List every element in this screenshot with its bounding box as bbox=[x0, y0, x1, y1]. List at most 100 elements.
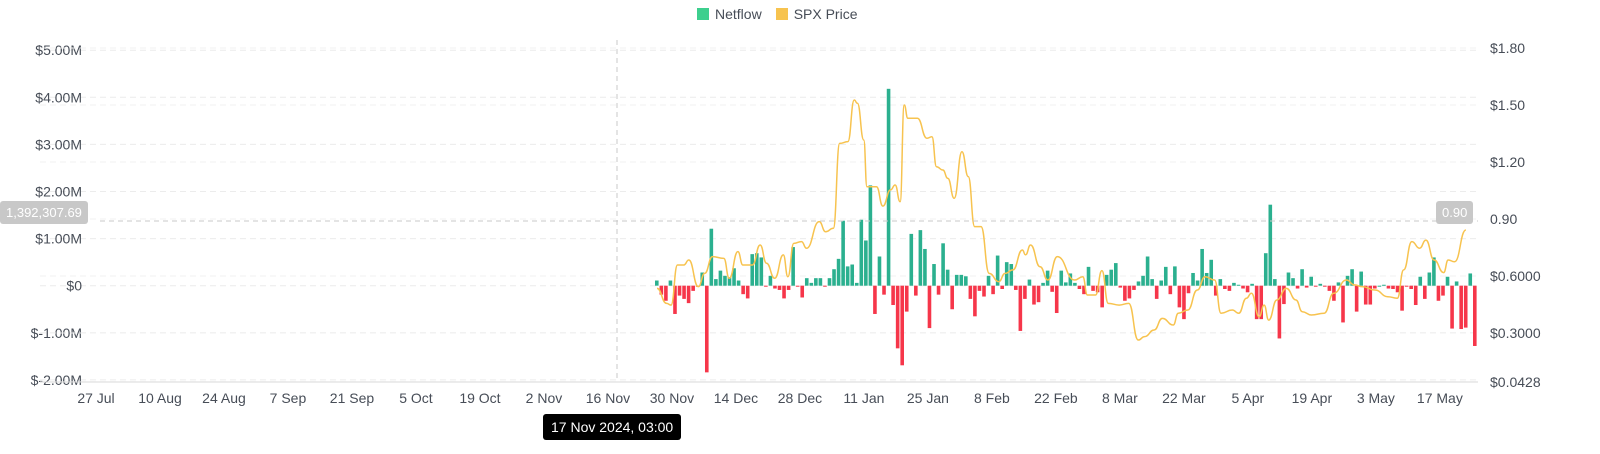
netflow-bar bbox=[668, 280, 673, 286]
crosshair-left-value: 1,392,307.69 bbox=[0, 201, 88, 224]
netflow-bar bbox=[1141, 275, 1145, 286]
netflow-bar bbox=[900, 285, 904, 366]
netflow-bar bbox=[1254, 285, 1259, 320]
x-axis-tick: 5 Oct bbox=[399, 390, 433, 406]
netflow-bar bbox=[891, 285, 895, 306]
netflow-bar bbox=[1182, 285, 1186, 320]
netflow-bar bbox=[864, 240, 868, 286]
netflow-bar bbox=[1354, 285, 1359, 312]
netflow-bar bbox=[1023, 285, 1027, 299]
netflow-bar bbox=[1463, 285, 1468, 328]
legend-spx-price[interactable]: SPX Price bbox=[775, 6, 858, 22]
x-axis-tick: 7 Sep bbox=[270, 390, 307, 406]
netflow-bar bbox=[655, 280, 659, 286]
netflow-bar bbox=[714, 279, 718, 286]
netflow-bar bbox=[754, 253, 759, 286]
spx-price-swatch-icon bbox=[775, 8, 788, 20]
netflow-bar bbox=[973, 285, 977, 317]
netflow-bar bbox=[841, 220, 845, 286]
netflow-bar bbox=[1313, 285, 1318, 287]
netflow-bar bbox=[1318, 283, 1323, 286]
netflow-bar bbox=[1204, 272, 1209, 286]
right-axis-tick: $0.0428 bbox=[1490, 374, 1541, 390]
netflow-bar bbox=[804, 278, 809, 286]
legend-spx-price-label: SPX Price bbox=[793, 6, 858, 22]
netflow-bar bbox=[950, 285, 954, 310]
legend: Netflow SPX Price bbox=[697, 6, 858, 22]
crosshair-date-tooltip: 17 Nov 2024, 03:00 bbox=[543, 414, 682, 440]
netflow-bar bbox=[1273, 279, 1277, 286]
netflow-bar bbox=[1436, 285, 1441, 301]
netflow-bar bbox=[832, 269, 836, 286]
netflow-bar bbox=[1000, 285, 1004, 289]
netflow-bar bbox=[1132, 285, 1136, 290]
netflow-bar bbox=[1445, 276, 1450, 286]
netflow-bar bbox=[1327, 285, 1332, 291]
netflow-bar bbox=[823, 285, 827, 287]
legend-netflow[interactable]: Netflow bbox=[697, 6, 762, 22]
x-axis-tick: 24 Aug bbox=[202, 390, 246, 406]
netflow-bar bbox=[818, 278, 823, 286]
right-axis-tick: $1.20 bbox=[1490, 154, 1525, 170]
netflow-bar bbox=[1232, 282, 1236, 286]
netflow-bar bbox=[782, 285, 786, 299]
x-axis-tick: 28 Dec bbox=[778, 390, 822, 406]
x-axis-tick: 5 Apr bbox=[1232, 390, 1265, 406]
x-axis-tick: 22 Mar bbox=[1162, 390, 1206, 406]
left-axis-tick: $0 bbox=[66, 278, 82, 294]
netflow-bar bbox=[1245, 285, 1250, 293]
netflow-bar bbox=[1209, 259, 1214, 286]
spx-price-line bbox=[656, 99, 1467, 341]
netflow-bar bbox=[1104, 274, 1109, 286]
netflow-bar bbox=[873, 285, 877, 314]
netflow-bar bbox=[1014, 285, 1018, 290]
netflow-bar bbox=[1377, 285, 1382, 287]
netflow-bar bbox=[664, 285, 668, 301]
netflow-bar bbox=[827, 278, 832, 286]
netflow-bar bbox=[1454, 281, 1459, 286]
netflow-bar bbox=[1136, 281, 1141, 286]
netflow-bar bbox=[991, 285, 995, 295]
legend-netflow-label: Netflow bbox=[715, 6, 762, 22]
netflow-bar bbox=[773, 285, 777, 289]
netflow-bar bbox=[1386, 285, 1391, 289]
netflow-bar bbox=[1004, 262, 1009, 286]
netflow-bar bbox=[1109, 269, 1114, 286]
netflow-bar bbox=[1268, 204, 1273, 286]
netflow-bar bbox=[1059, 270, 1064, 286]
netflow-bar bbox=[1350, 269, 1354, 286]
netflow-bar bbox=[1391, 285, 1395, 289]
netflow-bar bbox=[1195, 280, 1200, 286]
x-axis-tick: 17 May bbox=[1417, 390, 1463, 406]
netflow-bar bbox=[1423, 285, 1427, 299]
netflow-bar bbox=[1395, 285, 1400, 293]
netflow-bar bbox=[1113, 263, 1118, 286]
netflow-bar bbox=[791, 247, 795, 286]
netflow-bar bbox=[941, 243, 945, 286]
x-axis-tick: 10 Aug bbox=[138, 390, 182, 406]
netflow-bar bbox=[895, 285, 900, 349]
netflow-bar bbox=[1027, 279, 1032, 286]
netflow-bar bbox=[1082, 285, 1086, 295]
netflow-bar bbox=[1277, 285, 1282, 339]
netflow-bar bbox=[1159, 280, 1164, 286]
netflow-bar bbox=[1291, 278, 1295, 286]
netflow-bar bbox=[1041, 282, 1045, 286]
netflow-bar bbox=[745, 285, 750, 299]
netflow-bar bbox=[850, 264, 855, 286]
x-axis-tick: 22 Feb bbox=[1034, 390, 1078, 406]
netflow-bar bbox=[1218, 279, 1223, 286]
netflow-bar bbox=[1363, 285, 1368, 305]
netflow-bar bbox=[1118, 285, 1123, 288]
netflow-bar bbox=[1382, 284, 1386, 286]
netflow-bar bbox=[673, 285, 677, 314]
netflow-bar bbox=[759, 257, 764, 286]
netflow-bar bbox=[1150, 279, 1154, 286]
netflow-bar bbox=[1154, 285, 1159, 299]
netflow-bar bbox=[1286, 272, 1291, 286]
netflow-bar bbox=[741, 285, 745, 295]
netflow-bar bbox=[1073, 282, 1077, 286]
netflow-bar bbox=[1191, 272, 1195, 286]
x-axis-tick: 19 Apr bbox=[1292, 390, 1333, 406]
